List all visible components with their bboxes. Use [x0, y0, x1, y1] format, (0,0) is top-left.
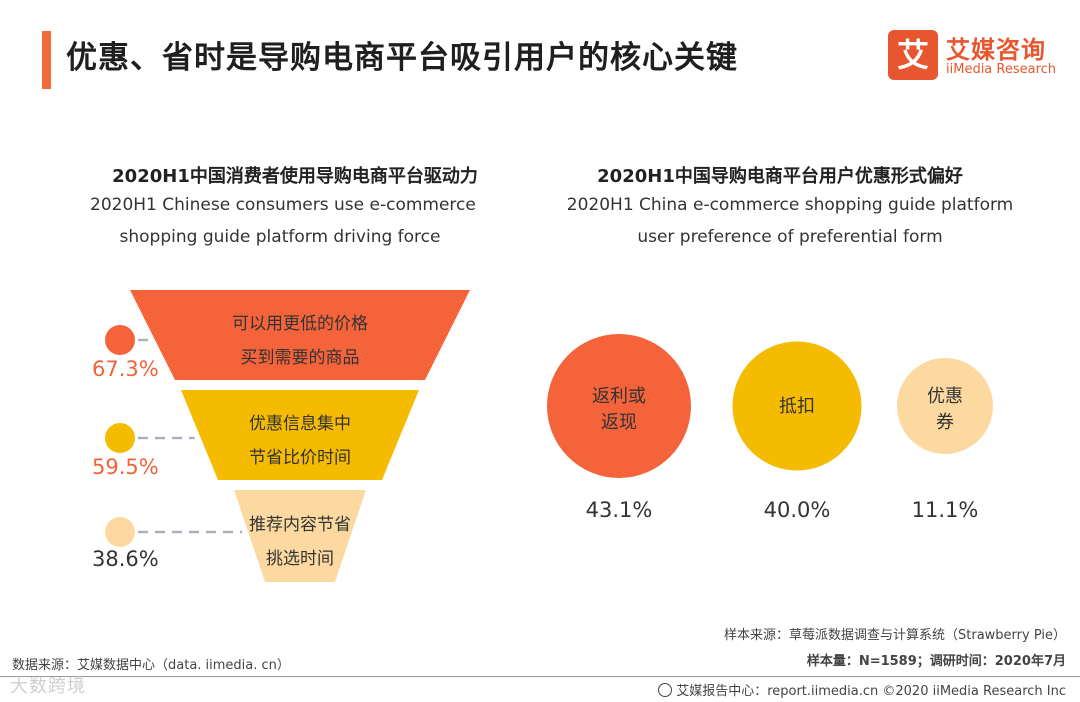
bubble-label-3-line1: 优惠: [927, 386, 963, 407]
funnel-value-3: 38.6%: [92, 547, 159, 571]
bubble-value-1: 43.1%: [586, 498, 653, 522]
funnel-stage-label-1-line1: 可以用更低的价格: [232, 314, 368, 334]
data-source: 数据来源：艾媒数据中心（data. iimedia. cn）: [12, 658, 290, 673]
bubble-chart-title: 2020H1中国导购电商平台用户优惠形式偏好: [597, 166, 963, 187]
funnel-value-2: 59.5%: [92, 455, 159, 479]
bubble-value-2: 40.0%: [764, 498, 831, 522]
bubble-label-1-line1: 返利或: [592, 386, 646, 407]
funnel-stage-label-3-line2: 挑选时间: [266, 549, 334, 569]
funnel-marker-1: [105, 325, 135, 355]
footer-divider: [0, 676, 1080, 677]
funnel-marker-2: [105, 423, 135, 453]
bubble-chart-subtitle-1: 2020H1 China e-commerce shopping guide p…: [566, 195, 1014, 215]
logo-mark-icon: 艾: [888, 30, 938, 80]
funnel-value-1: 67.3%: [92, 357, 159, 381]
bubble-label-3-line2: 券: [936, 412, 954, 433]
funnel-marker-3: [105, 517, 135, 547]
funnel-stage-1: [130, 290, 470, 380]
logo-name-en: iiMedia Research: [946, 62, 1057, 77]
bubble-label-2-line1: 抵扣: [779, 396, 815, 417]
sample-source: 样本来源：草莓派数据调查与计算系统（Strawberry Pie）: [724, 628, 1066, 643]
bubble-3: [897, 358, 993, 454]
report-center-text: 艾媒报告中心：report.iimedia.cn ©2020 iiMedia R…: [676, 684, 1066, 699]
brand-logo: 艾 艾媒咨询 iiMedia Research: [888, 30, 1068, 82]
bubble-label-1-line2: 返现: [601, 412, 637, 433]
bubble-chart-subtitle-2: user preference of preferential form: [637, 227, 943, 247]
bubble-2: [732, 341, 862, 471]
bubble-value-3: 11.1%: [912, 498, 979, 522]
funnel-chart-subtitle-2: shopping guide platform driving force: [119, 227, 441, 247]
funnel-stage-label-2-line1: 优惠信息集中: [249, 414, 351, 434]
report-center: 艾媒报告中心：report.iimedia.cn ©2020 iiMedia R…: [658, 680, 1066, 699]
funnel-stage-label-3-line1: 推荐内容节省: [249, 515, 351, 535]
title-accent-bar: [42, 31, 51, 89]
globe-icon: [658, 683, 673, 697]
funnel-stage-2: [181, 390, 419, 480]
page-title: 优惠、省时是导购电商平台吸引用户的核心关键: [66, 40, 738, 76]
watermark: 大数跨境: [10, 676, 86, 697]
funnel-stage-label-1-line2: 买到需要的商品: [241, 348, 360, 368]
sample-size: 样本量：N=1589；调研时间：2020年7月: [806, 654, 1066, 669]
logo-name-cn: 艾媒咨询: [946, 36, 1046, 64]
funnel-stage-3: [234, 490, 366, 582]
funnel-chart-title: 2020H1中国消费者使用导购电商平台驱动力: [112, 166, 478, 187]
funnel-chart-subtitle-1: 2020H1 Chinese consumers use e-commerce: [90, 195, 476, 215]
funnel-stage-label-2-line2: 节省比价时间: [249, 448, 351, 468]
bubble-1: [547, 334, 691, 478]
